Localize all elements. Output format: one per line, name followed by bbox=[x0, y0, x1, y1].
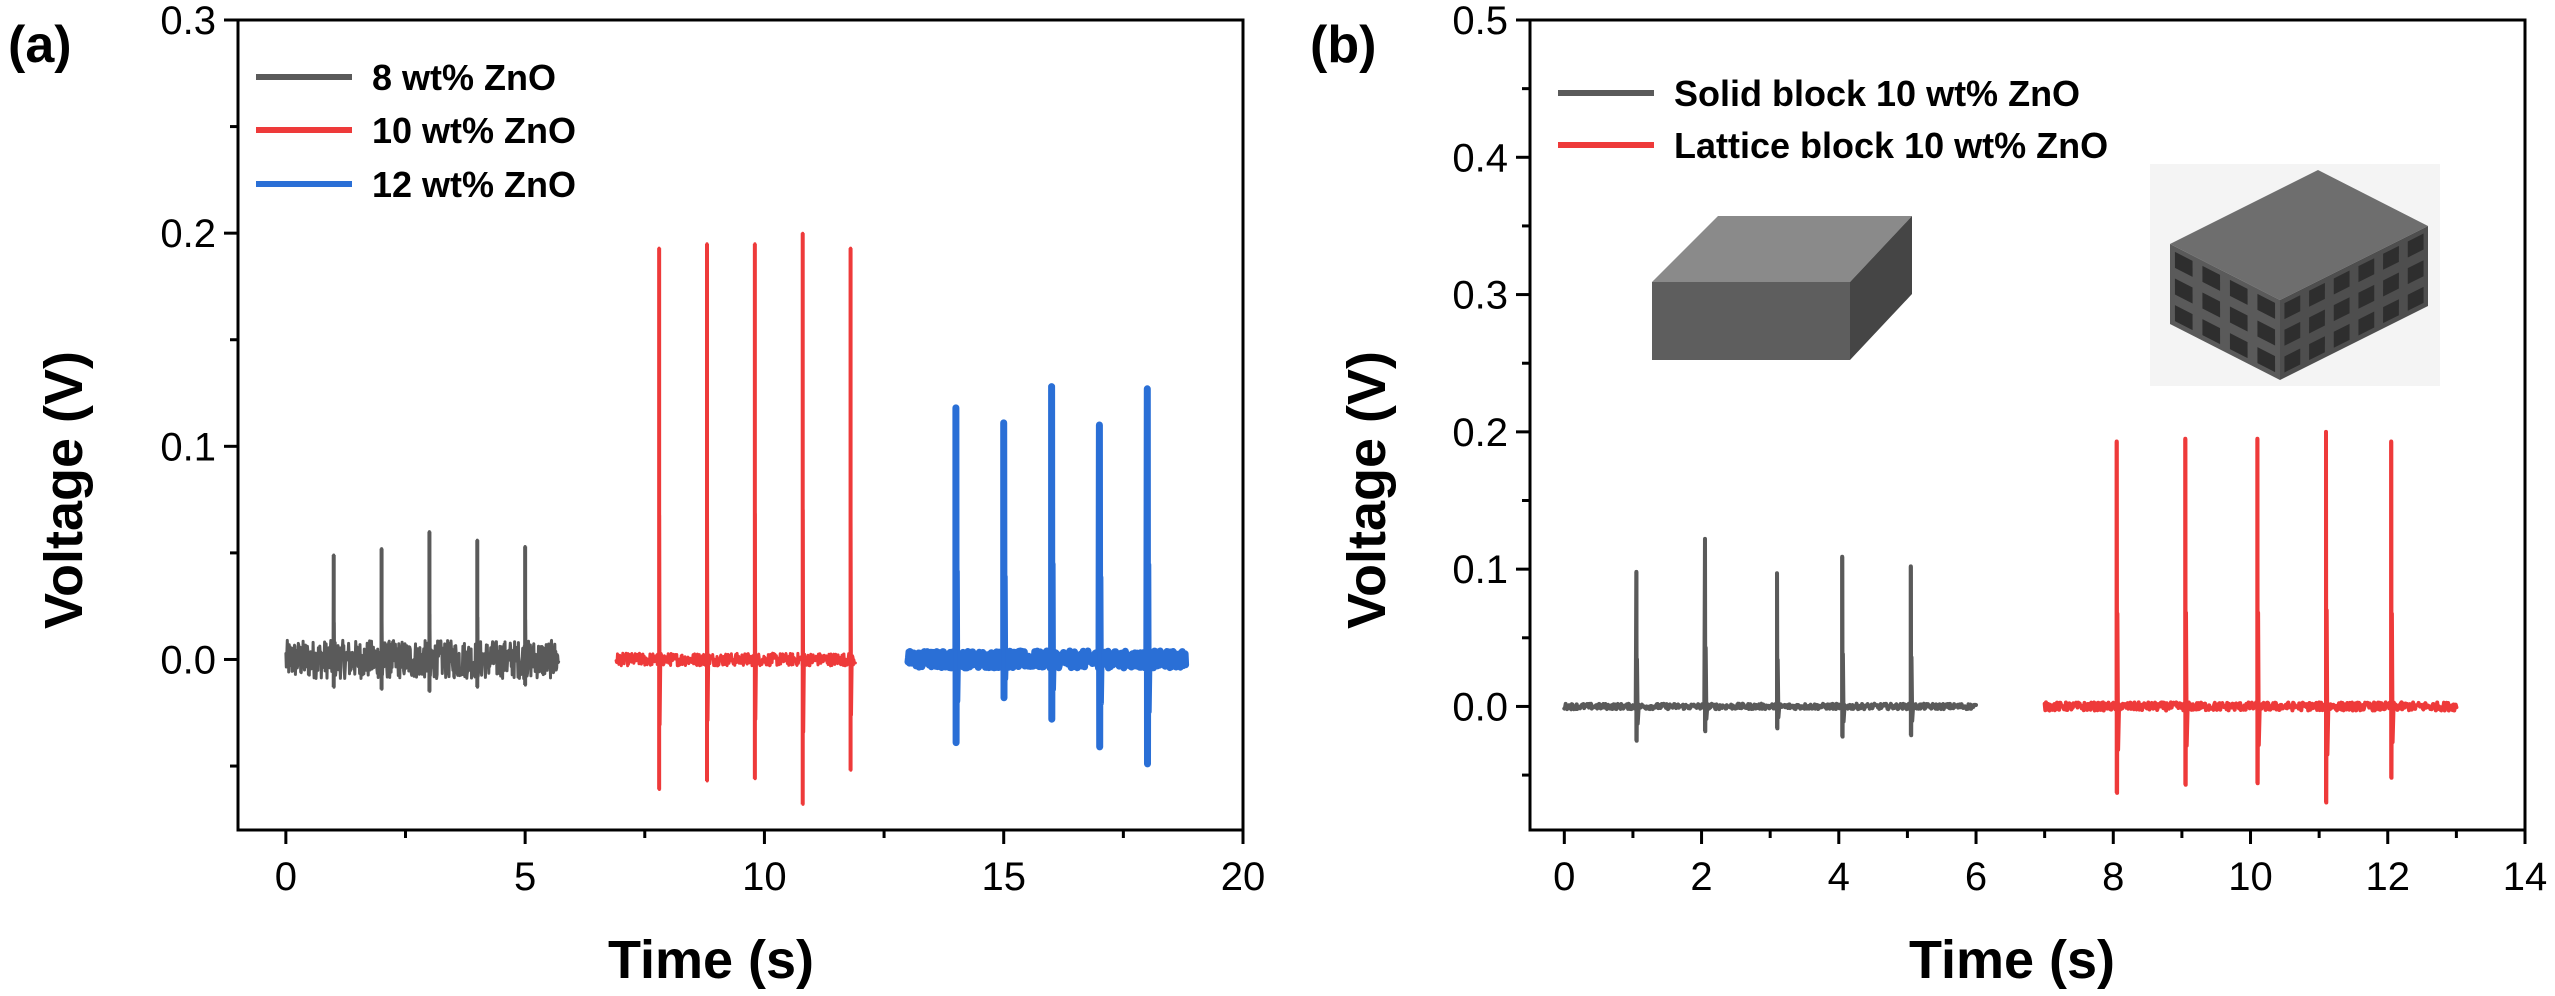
panel-b-label: (b) bbox=[1310, 16, 1376, 74]
series-trace-a-2 bbox=[904, 383, 1190, 768]
lattice-cell bbox=[2383, 272, 2399, 297]
lattice-cell bbox=[2202, 265, 2221, 291]
x-tick-label: 10 bbox=[742, 855, 787, 899]
y-tick-label: 0.0 bbox=[160, 638, 216, 682]
y-tick-label: 0.3 bbox=[160, 0, 216, 43]
panel-a: (a) Voltage (V) Time (s) 0 5 10 15 20 0.0 0.1 0… bbox=[8, 0, 1265, 990]
x-tick-label: 8 bbox=[2102, 855, 2124, 899]
x-tick-label: 6 bbox=[1965, 855, 1987, 899]
lattice-cell bbox=[2383, 245, 2399, 270]
x-tick-label: 14 bbox=[2503, 855, 2548, 899]
series-trace-b-0 bbox=[1562, 536, 1978, 743]
panel-a-x-axis-title: Time (s) bbox=[608, 930, 814, 990]
legend-label-10wt: 10 wt% ZnO bbox=[372, 110, 576, 151]
lattice-block-left-face bbox=[2170, 244, 2280, 380]
x-tick-label: 4 bbox=[1828, 855, 1850, 899]
y-tick-label: 0.0 bbox=[1452, 685, 1508, 729]
y-tick-label: 0.1 bbox=[160, 425, 216, 469]
lattice-cell bbox=[2407, 286, 2424, 311]
y-tick-label: 0.2 bbox=[160, 212, 216, 256]
panel-a-label: (a) bbox=[8, 16, 72, 74]
panel-a-legend: 8 wt% ZnO 10 wt% ZnO 12 wt% ZnO bbox=[256, 57, 576, 205]
x-tick-label: 2 bbox=[1690, 855, 1712, 899]
lattice-cell bbox=[2229, 306, 2248, 332]
panel-b-x-axis-title: Time (s) bbox=[1909, 930, 2115, 990]
lattice-cell bbox=[2257, 320, 2276, 346]
solid-block-top-face bbox=[1652, 216, 1912, 282]
series-trace-a-0 bbox=[284, 530, 561, 693]
lattice-cell bbox=[2174, 251, 2193, 277]
panel-b-plot-frame bbox=[1528, 18, 2527, 832]
panel-a-y-axis-title: Voltage (V) bbox=[34, 351, 94, 629]
x-tick-label: 15 bbox=[981, 855, 1026, 899]
lattice-block-top-face bbox=[2170, 170, 2428, 300]
x-tick-label: 10 bbox=[2228, 855, 2273, 899]
legend-label-12wt: 12 wt% ZnO bbox=[372, 164, 576, 205]
lattice-cell bbox=[2174, 278, 2193, 304]
panel-b-legend: Solid block 10 wt% ZnO Lattice block 10 … bbox=[1558, 73, 2108, 166]
solid-block-side-face bbox=[1850, 216, 1912, 360]
y-tick-label: 0.3 bbox=[1452, 274, 1508, 318]
lattice-cell bbox=[2309, 336, 2325, 361]
legend-label-8wt: 8 wt% ZnO bbox=[372, 57, 556, 98]
x-tick-label: 0 bbox=[275, 855, 297, 899]
lattice-cell bbox=[2202, 319, 2221, 345]
series-trace-a-1 bbox=[614, 231, 857, 806]
x-tick-label: 12 bbox=[2366, 855, 2411, 899]
lattice-cell bbox=[2229, 333, 2248, 359]
panel-b-y-axis-title: Voltage (V) bbox=[1337, 351, 1397, 629]
lattice-cell bbox=[2174, 305, 2193, 331]
y-tick-label: 0.2 bbox=[1452, 411, 1508, 455]
y-tick-label: 0.5 bbox=[1452, 0, 1508, 43]
lattice-block-illustration bbox=[2150, 164, 2440, 386]
lattice-cell bbox=[2309, 282, 2325, 307]
lattice-cell bbox=[2333, 297, 2350, 322]
y-tick-label: 0.4 bbox=[1452, 136, 1508, 180]
lattice-cell bbox=[2309, 309, 2325, 334]
x-tick-label: 20 bbox=[1221, 855, 1266, 899]
solid-block-illustration bbox=[1652, 216, 1912, 360]
lattice-cell bbox=[2284, 295, 2301, 320]
lattice-cell bbox=[2358, 258, 2375, 283]
lattice-cell bbox=[2284, 348, 2301, 373]
lattice-cell bbox=[2407, 260, 2424, 285]
x-tick-label: 0 bbox=[1553, 855, 1575, 899]
lattice-cell bbox=[2407, 233, 2424, 258]
lattice-cell bbox=[2257, 347, 2276, 373]
lattice-cell bbox=[2284, 321, 2301, 346]
lattice-cell bbox=[2358, 311, 2375, 336]
y-tick-label: 0.1 bbox=[1452, 548, 1508, 592]
panel-b: (b) Voltage (V) Time (s) 0 2 4 6 8 10 12 14 0.0 0… bbox=[1310, 0, 2547, 990]
solid-block-front-face bbox=[1652, 282, 1850, 360]
lattice-cell bbox=[2358, 284, 2375, 309]
legend-label-solid-block: Solid block 10 wt% ZnO bbox=[1674, 73, 2080, 114]
panel-a-plot-frame bbox=[236, 18, 1245, 832]
lattice-cell bbox=[2257, 293, 2276, 319]
series-trace-b-1 bbox=[2042, 429, 2459, 805]
x-tick-label: 5 bbox=[514, 855, 536, 899]
lattice-cell bbox=[2383, 299, 2399, 324]
lattice-cell bbox=[2202, 292, 2221, 318]
lattice-cell bbox=[2333, 323, 2350, 348]
lattice-cell bbox=[2333, 270, 2350, 295]
lattice-cell bbox=[2229, 279, 2248, 305]
legend-label-lattice-block: Lattice block 10 wt% ZnO bbox=[1674, 125, 2108, 166]
